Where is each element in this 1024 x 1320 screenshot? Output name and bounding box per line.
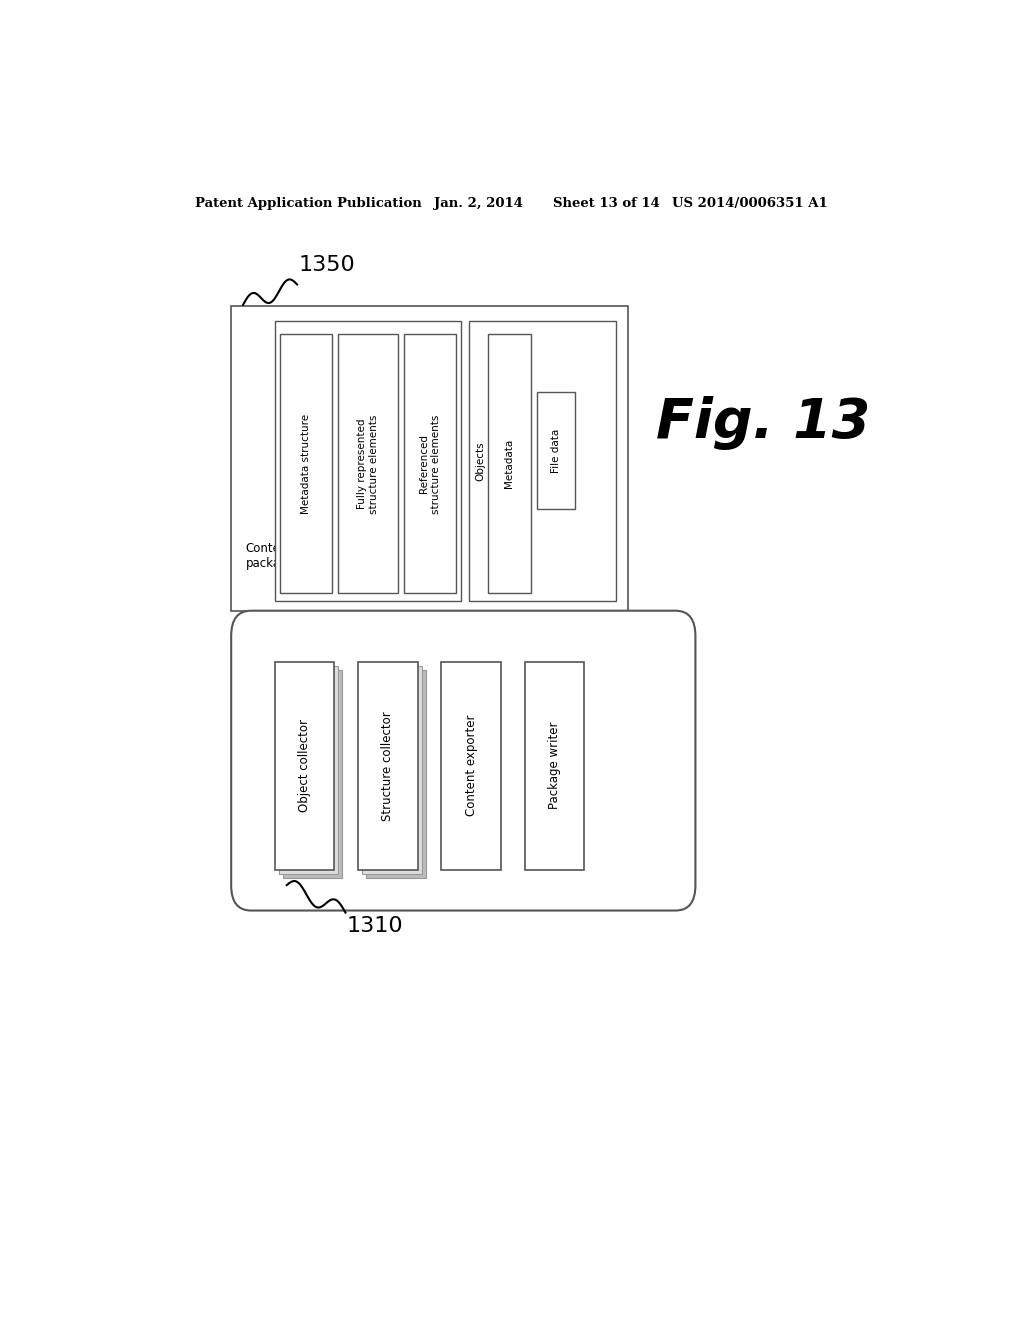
Text: Referenced
structure elements: Referenced structure elements <box>419 414 440 513</box>
Text: Object collector: Object collector <box>298 719 311 812</box>
FancyBboxPatch shape <box>274 661 334 870</box>
Text: Patent Application Publication: Patent Application Publication <box>196 197 422 210</box>
FancyBboxPatch shape <box>338 334 397 594</box>
FancyBboxPatch shape <box>358 661 418 870</box>
FancyBboxPatch shape <box>283 669 342 878</box>
Text: Content exporter: Content exporter <box>465 715 478 817</box>
FancyBboxPatch shape <box>281 334 332 594</box>
FancyBboxPatch shape <box>441 661 501 870</box>
FancyBboxPatch shape <box>487 334 531 594</box>
FancyBboxPatch shape <box>274 321 461 601</box>
Text: Content
package: Content package <box>246 543 295 570</box>
Text: Objects: Objects <box>475 441 485 480</box>
FancyBboxPatch shape <box>404 334 456 594</box>
FancyBboxPatch shape <box>367 669 426 878</box>
Text: Metadata structure: Metadata structure <box>301 413 311 513</box>
FancyBboxPatch shape <box>362 665 422 874</box>
Text: File data: File data <box>551 429 561 473</box>
FancyBboxPatch shape <box>231 611 695 911</box>
Text: Fig. 13: Fig. 13 <box>655 396 870 450</box>
Text: Package writer: Package writer <box>548 722 561 809</box>
FancyBboxPatch shape <box>279 665 338 874</box>
FancyBboxPatch shape <box>537 392 574 510</box>
Text: 1310: 1310 <box>346 916 402 936</box>
FancyBboxPatch shape <box>231 306 628 611</box>
Text: 1350: 1350 <box>299 255 355 276</box>
Text: US 2014/0006351 A1: US 2014/0006351 A1 <box>672 197 827 210</box>
Text: Sheet 13 of 14: Sheet 13 of 14 <box>553 197 659 210</box>
FancyBboxPatch shape <box>524 661 585 870</box>
Text: Metadata: Metadata <box>505 440 514 488</box>
FancyBboxPatch shape <box>469 321 616 601</box>
Text: Structure collector: Structure collector <box>381 711 394 821</box>
Text: Jan. 2, 2014: Jan. 2, 2014 <box>433 197 522 210</box>
Text: Fully represented
structure elements: Fully represented structure elements <box>357 414 379 513</box>
